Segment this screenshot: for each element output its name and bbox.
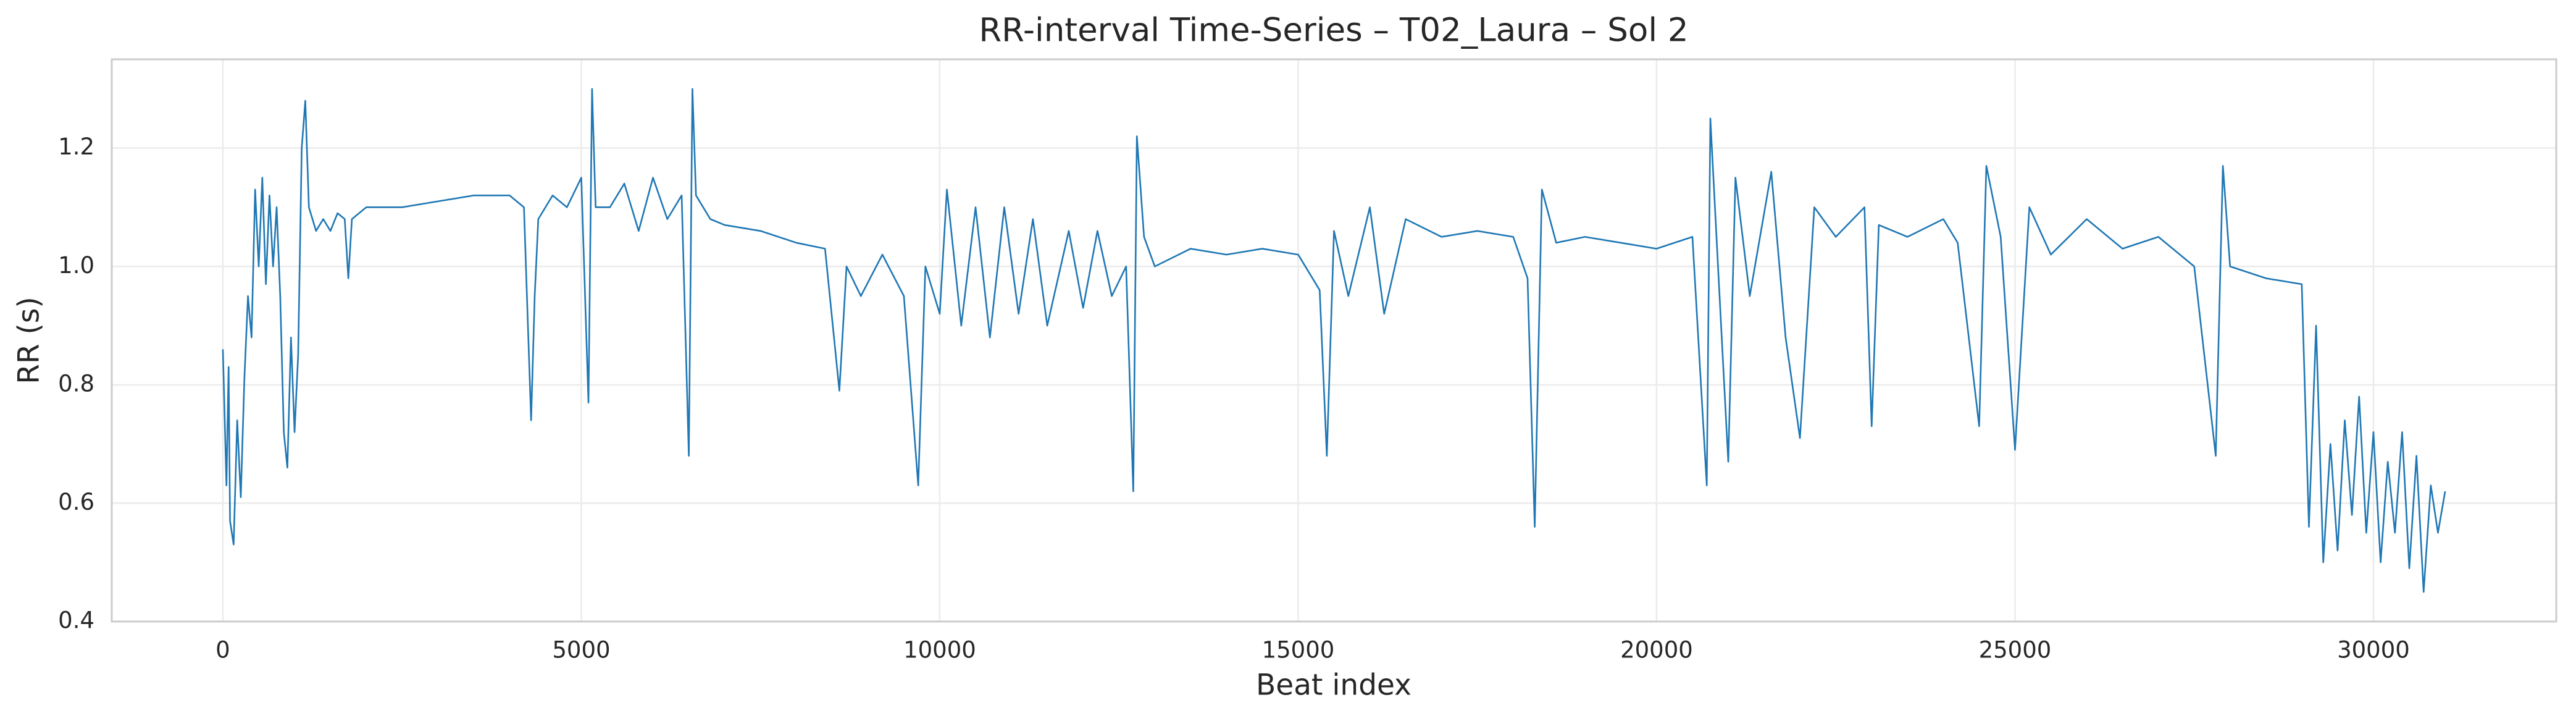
y-tick-label: 0.6 [58,489,94,515]
x-tick-label: 20000 [1620,637,1693,664]
x-tick-label: 25000 [1979,637,2052,664]
y-tick-label: 1.2 [58,133,94,160]
y-tick-label: 1.0 [58,252,94,279]
x-tick-label: 10000 [903,637,976,664]
plot-frame [111,58,2557,623]
x-tick-label: 30000 [2337,637,2410,664]
x-tick-label: 0 [215,637,230,664]
x-tick-label: 5000 [552,637,610,664]
y-tick-label: 0.4 [58,607,94,634]
data-line [222,88,2446,593]
y-axis-label: RR (s) [12,297,46,384]
chart-title: RR-interval Time-Series – T02_Laura – So… [979,12,1688,49]
x-tick-label: 15000 [1262,637,1335,664]
y-tick-label: 0.8 [58,370,94,397]
x-axis-label: Beat index [1256,668,1411,702]
